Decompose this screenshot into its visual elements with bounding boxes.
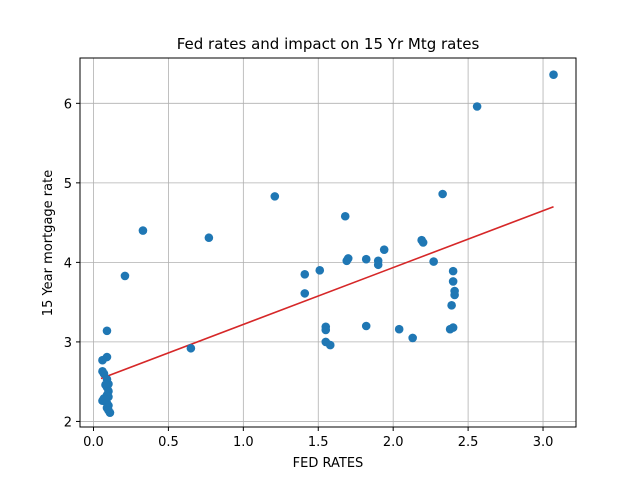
- data-point: [270, 192, 280, 201]
- data-point: [448, 277, 458, 286]
- data-point: [300, 270, 310, 279]
- data-point: [321, 325, 331, 335]
- data-point: [373, 260, 383, 270]
- data-point: [438, 189, 447, 199]
- x-tick-label: 2.5: [458, 435, 479, 450]
- data-point: [340, 211, 350, 221]
- data-point: [361, 321, 371, 331]
- data-point: [120, 271, 130, 281]
- data-point: [418, 238, 428, 247]
- data-point: [300, 289, 310, 298]
- trendline: [100, 205, 554, 380]
- data-point: [429, 257, 438, 266]
- y-tick-label: 3: [64, 336, 72, 351]
- data-point: [472, 102, 482, 111]
- data-point: [102, 326, 112, 336]
- data-point: [186, 343, 196, 353]
- data-point: [448, 266, 458, 276]
- data-point: [315, 266, 325, 275]
- x-tick-label: 0.0: [83, 435, 104, 450]
- x-tick-label: 0.5: [158, 435, 179, 450]
- plot-frame: [79, 57, 577, 428]
- y-tick-label: 2: [64, 415, 72, 430]
- data-point: [448, 323, 458, 332]
- data-point: [408, 333, 417, 343]
- data-point: [98, 355, 107, 365]
- data-point: [394, 324, 404, 334]
- data-point: [549, 70, 558, 80]
- data-point: [204, 233, 214, 243]
- data-point: [138, 226, 148, 235]
- data-point: [342, 256, 352, 266]
- x-tick-label: 1.0: [233, 435, 254, 450]
- data-point: [325, 340, 335, 350]
- data-point: [105, 408, 115, 417]
- x-tick-label: 2.0: [383, 435, 404, 450]
- data-point: [447, 301, 456, 310]
- chart-title: Fed rates and impact on 15 Yr Mtg rates: [177, 35, 480, 53]
- data-point: [450, 290, 459, 300]
- x-tick-label: 3.0: [533, 435, 554, 450]
- y-axis-label: 15 Year mortgage rate: [41, 170, 56, 316]
- data-point: [361, 254, 371, 264]
- data-point: [379, 245, 389, 254]
- x-tick-label: 1.5: [308, 435, 329, 450]
- y-tick-label: 6: [64, 97, 72, 112]
- x-axis-label: FED RATES: [293, 456, 364, 471]
- y-tick-label: 5: [64, 177, 72, 192]
- y-tick-label: 4: [64, 256, 72, 271]
